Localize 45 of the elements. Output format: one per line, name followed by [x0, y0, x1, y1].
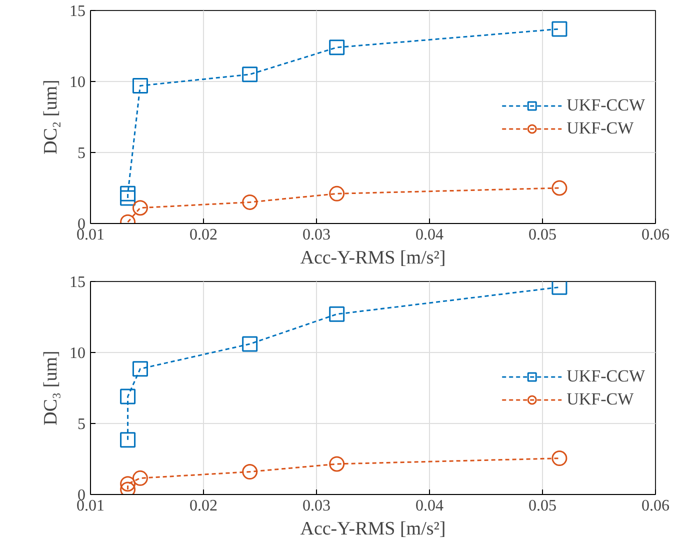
y-tick-label: 5 — [78, 145, 86, 162]
point — [329, 40, 345, 56]
point — [120, 190, 136, 206]
point — [242, 464, 258, 480]
point — [132, 470, 148, 486]
legend-label: UKF-CW — [566, 118, 634, 138]
x-tick-label: 0.06 — [642, 498, 670, 514]
x-tick-label: 0.03 — [302, 498, 330, 514]
y-tick-label: 15 — [70, 274, 86, 291]
y-tick-label: 10 — [70, 74, 86, 91]
legend-label: UKF-CCW — [566, 95, 645, 115]
point — [329, 306, 345, 322]
y-tick-label: 15 — [70, 3, 86, 20]
x-axis-title: Acc-Y-RMS [m/s²] — [300, 518, 446, 540]
x-tick-label: 0.03 — [302, 226, 330, 244]
point — [120, 186, 136, 202]
y-tick-label: 5 — [78, 416, 86, 433]
point — [120, 432, 136, 448]
legend-label: UKF-CW — [566, 389, 634, 409]
y-axis-title: DC₂ [um] — [40, 80, 62, 154]
point — [242, 66, 258, 82]
y-tick-label: 10 — [70, 345, 86, 362]
point — [242, 336, 258, 352]
point — [552, 21, 568, 37]
point — [120, 476, 136, 492]
point — [552, 180, 568, 196]
point — [120, 388, 136, 404]
point — [132, 78, 148, 94]
point — [552, 282, 568, 295]
x-tick-label: 0.06 — [642, 226, 670, 244]
x-tick-label: 0.04 — [416, 498, 444, 514]
point — [329, 456, 345, 472]
x-tick-label: 0.05 — [528, 226, 556, 244]
point — [242, 194, 258, 210]
x-axis-title: Acc-Y-RMS [m/s²] — [300, 248, 446, 268]
point — [329, 186, 345, 202]
x-tick-label: 0.04 — [416, 226, 444, 244]
x-tick-label: 0.02 — [190, 498, 218, 514]
y-axis-title: DC₃ [um] — [40, 350, 62, 426]
x-tick-label: 0.02 — [190, 226, 218, 244]
point — [552, 450, 568, 466]
point — [132, 200, 148, 216]
legend-label: UKF-CCW — [566, 366, 645, 386]
point — [132, 361, 148, 377]
x-tick-label: 0.05 — [528, 498, 556, 514]
